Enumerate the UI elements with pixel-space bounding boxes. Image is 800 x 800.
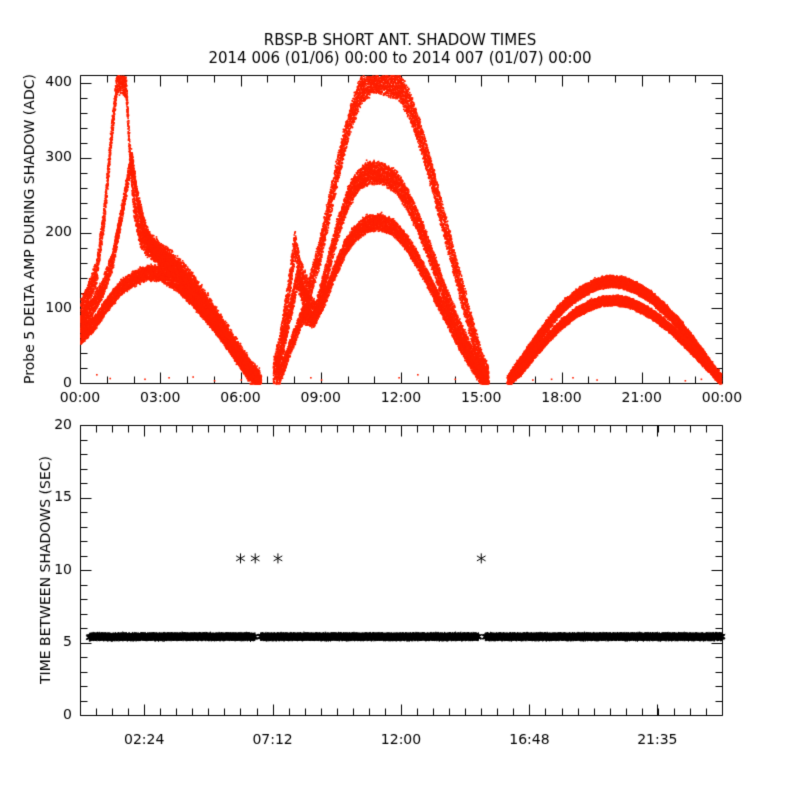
scientific-plot-canvas: [0, 0, 800, 800]
plot-figure: RBSP-B SHORT ANT. SHADOW TIMES 2014 006 …: [0, 0, 800, 800]
